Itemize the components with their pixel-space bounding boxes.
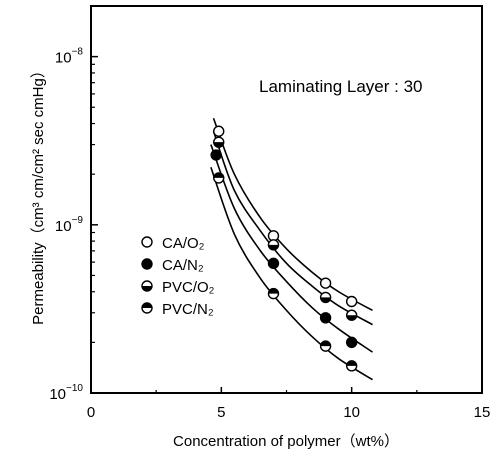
fit-curve-2 <box>212 130 373 326</box>
fit-curve-3 <box>210 144 373 353</box>
x-tick-label: 5 <box>217 404 225 421</box>
point-series2-1 <box>210 149 222 161</box>
point-series1-4 <box>345 295 358 308</box>
point-series1-3 <box>319 277 332 289</box>
x-tick-label: 10 <box>343 404 360 421</box>
legend-label: PVC/N₂ <box>162 301 214 318</box>
point-series4-2 <box>267 287 280 300</box>
point-series2-2 <box>267 257 280 270</box>
legend-item: PVC/N₂ <box>141 301 214 318</box>
legend-item: CA/N₂ <box>141 257 204 274</box>
point-series4-3 <box>319 340 332 352</box>
y-tick-label: 10−9 <box>55 215 84 235</box>
point-series3-1 <box>213 136 225 148</box>
point-series4-1 <box>213 172 225 184</box>
legend-marker <box>141 258 153 270</box>
point-series3-3 <box>319 291 332 304</box>
y-axis-title: Permeability（cm³ cm/cm² sec cmHg） <box>30 63 47 325</box>
point-series4-4 <box>345 360 358 372</box>
point-series3-2 <box>267 239 280 251</box>
legend-label: PVC/O₂ <box>162 279 215 296</box>
legend-item: PVC/O₂ <box>141 279 215 296</box>
point-series2-3 <box>319 312 332 324</box>
x-tick-label: 15 <box>474 404 491 421</box>
x-axis-title: Concentration of polymer（wt%） <box>173 433 399 450</box>
legend-marker <box>141 302 153 314</box>
fit-curve-1 <box>212 117 373 312</box>
data-points <box>210 125 358 372</box>
point-series1-1 <box>213 125 225 137</box>
y-tick-label: 10−10 <box>49 383 83 403</box>
legend-label: CA/O₂ <box>162 235 205 252</box>
annotation-text: Laminating Layer : 30 <box>259 77 423 96</box>
axis-ticks: 0 5 10 15 10−10 10−9 10−8 <box>49 47 490 421</box>
point-series2-4 <box>345 336 358 349</box>
y-tick-label: 10−8 <box>55 47 84 67</box>
legend-item: CA/O₂ <box>141 235 205 252</box>
legend-marker <box>141 280 153 292</box>
point-series3-4 <box>345 309 358 321</box>
plot-frame <box>90 5 483 394</box>
fit-curve-4 <box>210 166 373 381</box>
fit-curves <box>210 117 373 381</box>
legend-label: CA/N₂ <box>162 257 204 274</box>
x-tick-label: 0 <box>87 404 95 421</box>
legend: CA/O₂ CA/N₂ PVC/O₂ PVC/N₂ <box>141 235 215 318</box>
legend-marker <box>141 236 153 248</box>
